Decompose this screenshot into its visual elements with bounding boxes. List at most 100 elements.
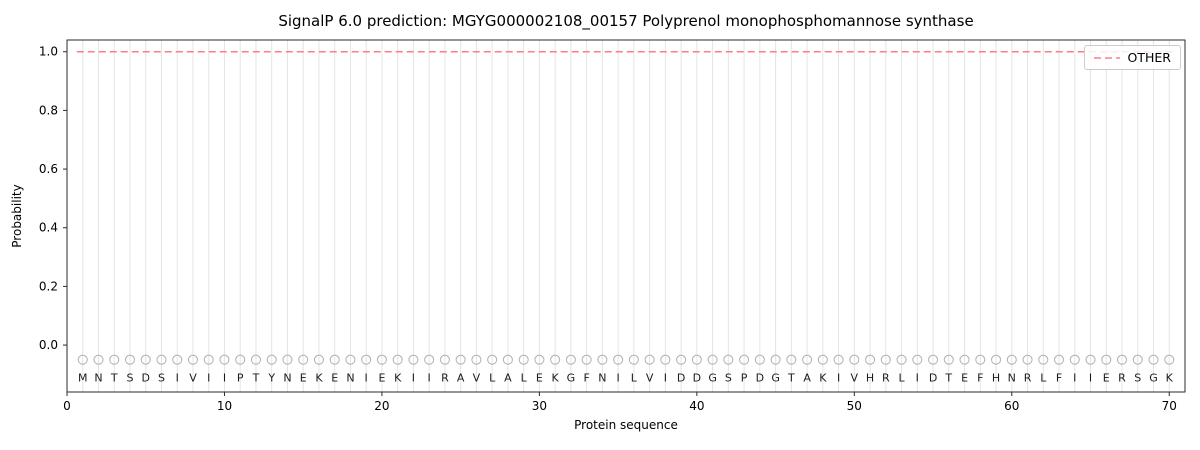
residue-marker	[77, 354, 88, 365]
residue-marker	[943, 354, 954, 365]
residue-letter: I	[1089, 371, 1092, 384]
residue-marker	[502, 354, 513, 365]
residue-marker	[959, 354, 970, 365]
residue-marker	[156, 354, 167, 365]
residue-marker	[392, 354, 403, 365]
residue-letter: K	[1166, 371, 1174, 384]
residue-marker	[1053, 354, 1065, 365]
residue-marker	[172, 354, 183, 365]
residue-marker	[1116, 354, 1128, 365]
residue-marker	[1101, 354, 1112, 365]
residue-marker	[109, 354, 120, 365]
residue-letter: D	[141, 371, 149, 384]
residue-letter: R	[882, 371, 890, 384]
residue-marker	[912, 354, 923, 365]
residue-letter: V	[851, 371, 859, 384]
residue-marker	[786, 354, 797, 365]
residue-letter: S	[158, 371, 165, 384]
residue-marker	[93, 354, 104, 365]
residue-letter: H	[866, 371, 874, 384]
chart-title: SignalP 6.0 prediction: MGYG000002108_00…	[278, 12, 974, 30]
residue-marker	[424, 354, 435, 365]
x-tick-label: 0	[63, 399, 71, 413]
residue-marker	[613, 354, 624, 365]
residue-letter: N	[283, 371, 291, 384]
x-tick-label: 50	[847, 399, 862, 413]
y-tick-label: 0.0	[39, 338, 58, 352]
residue-marker	[770, 354, 781, 365]
residue-marker	[896, 354, 907, 365]
legend-dashed-line-icon	[1093, 56, 1120, 59]
residue-marker	[298, 354, 309, 365]
residue-marker	[124, 354, 136, 365]
residue-letter: T	[110, 371, 118, 384]
x-tick-label: 30	[532, 399, 547, 413]
residue-letter: G	[1149, 371, 1158, 384]
residue-marker	[597, 354, 608, 365]
residue-letter: D	[677, 371, 685, 384]
residue-letter: L	[521, 371, 528, 384]
residue-letter: P	[741, 371, 748, 384]
residue-marker	[1069, 354, 1080, 365]
residue-letter: T	[944, 371, 952, 384]
legend-label-other: OTHER	[1127, 50, 1171, 65]
residue-marker	[266, 354, 277, 365]
residue-letter: A	[457, 371, 465, 384]
residue-letter: R	[1118, 371, 1126, 384]
residue-marker	[219, 354, 230, 365]
residue-marker	[1006, 354, 1017, 365]
residue-letter: K	[315, 371, 323, 384]
residue-marker	[707, 354, 718, 365]
residue-letter: K	[552, 371, 560, 384]
y-tick-label: 0.4	[39, 221, 58, 235]
residue-marker	[487, 354, 498, 365]
residue-marker	[1022, 354, 1033, 365]
x-axis-label: Protein sequence	[574, 418, 678, 432]
residue-letter: G	[771, 371, 780, 384]
residue-letter: F	[583, 371, 589, 384]
residue-letter: G	[567, 371, 576, 384]
y-tick-label: 1.0	[39, 45, 58, 59]
residue-marker	[518, 354, 529, 365]
residue-letter: G	[708, 371, 717, 384]
residue-letter: L	[631, 371, 638, 384]
residue-letter: I	[837, 371, 840, 384]
residue-letter: I	[1073, 371, 1076, 384]
residue-marker	[235, 354, 246, 365]
residue-marker	[408, 354, 419, 365]
residue-marker	[628, 354, 639, 365]
residue-letter: I	[664, 371, 667, 384]
residue-letter: A	[504, 371, 512, 384]
residue-letter: N	[598, 371, 606, 384]
residue-letter: L	[898, 371, 905, 384]
residue-letter: H	[992, 371, 1000, 384]
residue-letter: T	[787, 371, 795, 384]
residue-letter: I	[412, 371, 415, 384]
residue-letter: I	[365, 371, 368, 384]
residue-letter: T	[252, 371, 260, 384]
residue-letter: S	[126, 371, 133, 384]
residue-marker	[140, 354, 151, 365]
residue-marker	[802, 354, 813, 365]
residue-marker	[928, 354, 939, 365]
residue-letter: E	[300, 371, 307, 384]
residue-marker	[754, 354, 765, 365]
residue-letter: Y	[267, 371, 275, 384]
residue-letter: D	[756, 371, 764, 384]
residue-letter: S	[725, 371, 732, 384]
residue-marker	[187, 354, 199, 365]
residue-marker	[723, 354, 734, 365]
x-tick-label: 70	[1162, 399, 1177, 413]
residue-letter: E	[378, 371, 385, 384]
residue-letter: S	[1134, 371, 1141, 384]
residue-letter: I	[207, 371, 210, 384]
residue-marker	[565, 354, 576, 365]
residue-letter: K	[394, 371, 402, 384]
residue-letter: A	[803, 371, 811, 384]
residue-letter: P	[237, 371, 244, 384]
residue-marker	[345, 354, 356, 365]
residue-letter: L	[1040, 371, 1047, 384]
residue-marker	[439, 354, 450, 365]
residue-marker	[975, 354, 986, 365]
